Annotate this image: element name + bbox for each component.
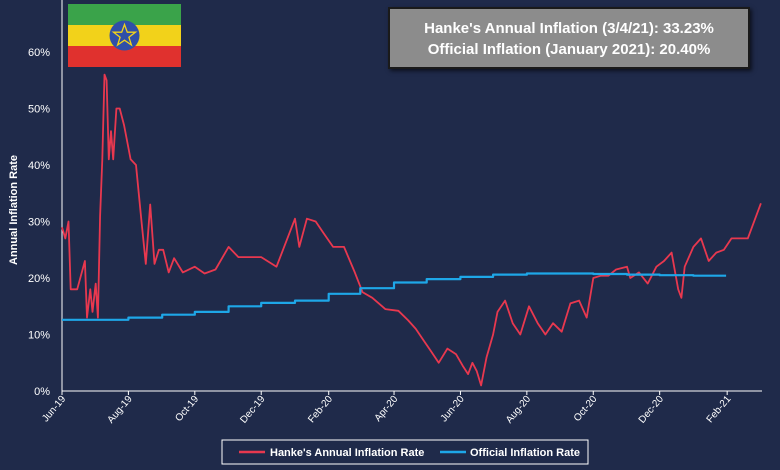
- x-tick-label: Jun-19: [40, 394, 68, 425]
- x-tick-label: Dec-20: [637, 394, 666, 426]
- legend-official-label: Official Inflation Rate: [470, 447, 580, 459]
- x-tick-label: Dec-19: [238, 394, 267, 426]
- ethiopia-flag: [68, 4, 181, 67]
- callout-hanke-line: Hanke's Annual Inflation (3/4/21): 33.23…: [424, 20, 714, 37]
- x-tick-label: Aug-19: [106, 394, 135, 426]
- y-tick-label: 50%: [28, 104, 50, 116]
- x-tick-label: Oct-19: [173, 394, 201, 424]
- y-tick-label: 20%: [28, 273, 50, 285]
- y-tick-labels: 0% 10% 20% 30% 40% 50% 60%: [28, 47, 50, 398]
- x-tick-label: Jun-20: [439, 394, 467, 425]
- x-tick-label: Oct-20: [572, 394, 600, 424]
- x-tick-label: Feb-21: [705, 394, 734, 426]
- official-inflation-line: [62, 272, 727, 321]
- y-tick-label: 60%: [28, 47, 50, 59]
- y-tick-label: 30%: [28, 217, 50, 229]
- legend-hanke-label: Hanke's Annual Inflation Rate: [270, 447, 424, 459]
- y-tick-label: 40%: [28, 160, 50, 172]
- hanke-inflation-line: [61, 73, 762, 387]
- x-tick-label: Aug-20: [504, 394, 533, 426]
- inflation-callout: Hanke's Annual Inflation (3/4/21): 33.23…: [388, 7, 750, 69]
- series-layer: [61, 73, 762, 387]
- x-tick-label: Feb-20: [306, 394, 335, 426]
- x-tick-labels: Jun-19 Aug-19 Oct-19 Dec-19 Feb-20 Apr-20 Jun-…: [40, 391, 734, 426]
- callout-official-line: Official Inflation (January 2021): 20.40…: [427, 41, 711, 58]
- y-axis-label: Annual Inflation Rate: [8, 155, 20, 265]
- x-tick-label: Apr-20: [373, 394, 401, 424]
- y-tick-label: 10%: [28, 330, 50, 342]
- star-icon: [111, 22, 138, 47]
- legend: Hanke's Annual Inflation Rate Official I…: [221, 439, 589, 465]
- y-tick-label: 0%: [34, 386, 50, 398]
